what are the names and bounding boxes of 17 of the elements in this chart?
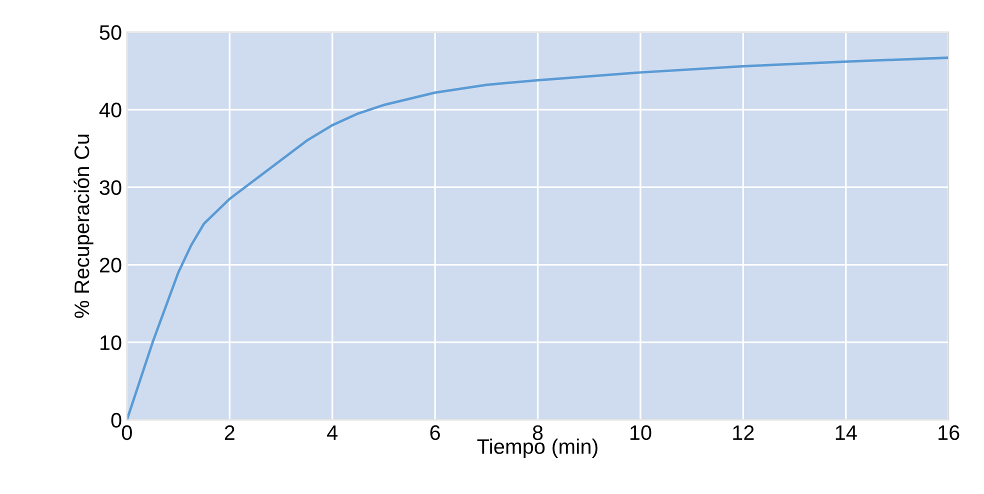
y-tick-label: 10 (100, 335, 122, 350)
x-axis-title: Tiempo (min) (477, 438, 598, 458)
y-tick-label: 30 (100, 180, 122, 195)
x-tick-label: 10 (630, 425, 652, 440)
x-tick-label: 14 (836, 426, 857, 440)
y-tick-label: 50 (100, 25, 122, 40)
x-tick-label: 0 (122, 425, 132, 440)
x-tick-label: 16 (938, 425, 960, 440)
y-tick-label: 0 (111, 412, 122, 428)
y-tick-label: 40 (99, 102, 122, 118)
x-tick-label: 2 (224, 425, 234, 440)
x-tick-label: 6 (430, 425, 440, 440)
x-tick-label: 4 (327, 426, 338, 440)
y-tick-label: 20 (100, 258, 122, 273)
y-axis-title: % Recuperación Cu (74, 134, 94, 318)
x-tick-label: 8 (532, 425, 543, 440)
x-tick-label: 12 (733, 425, 754, 440)
